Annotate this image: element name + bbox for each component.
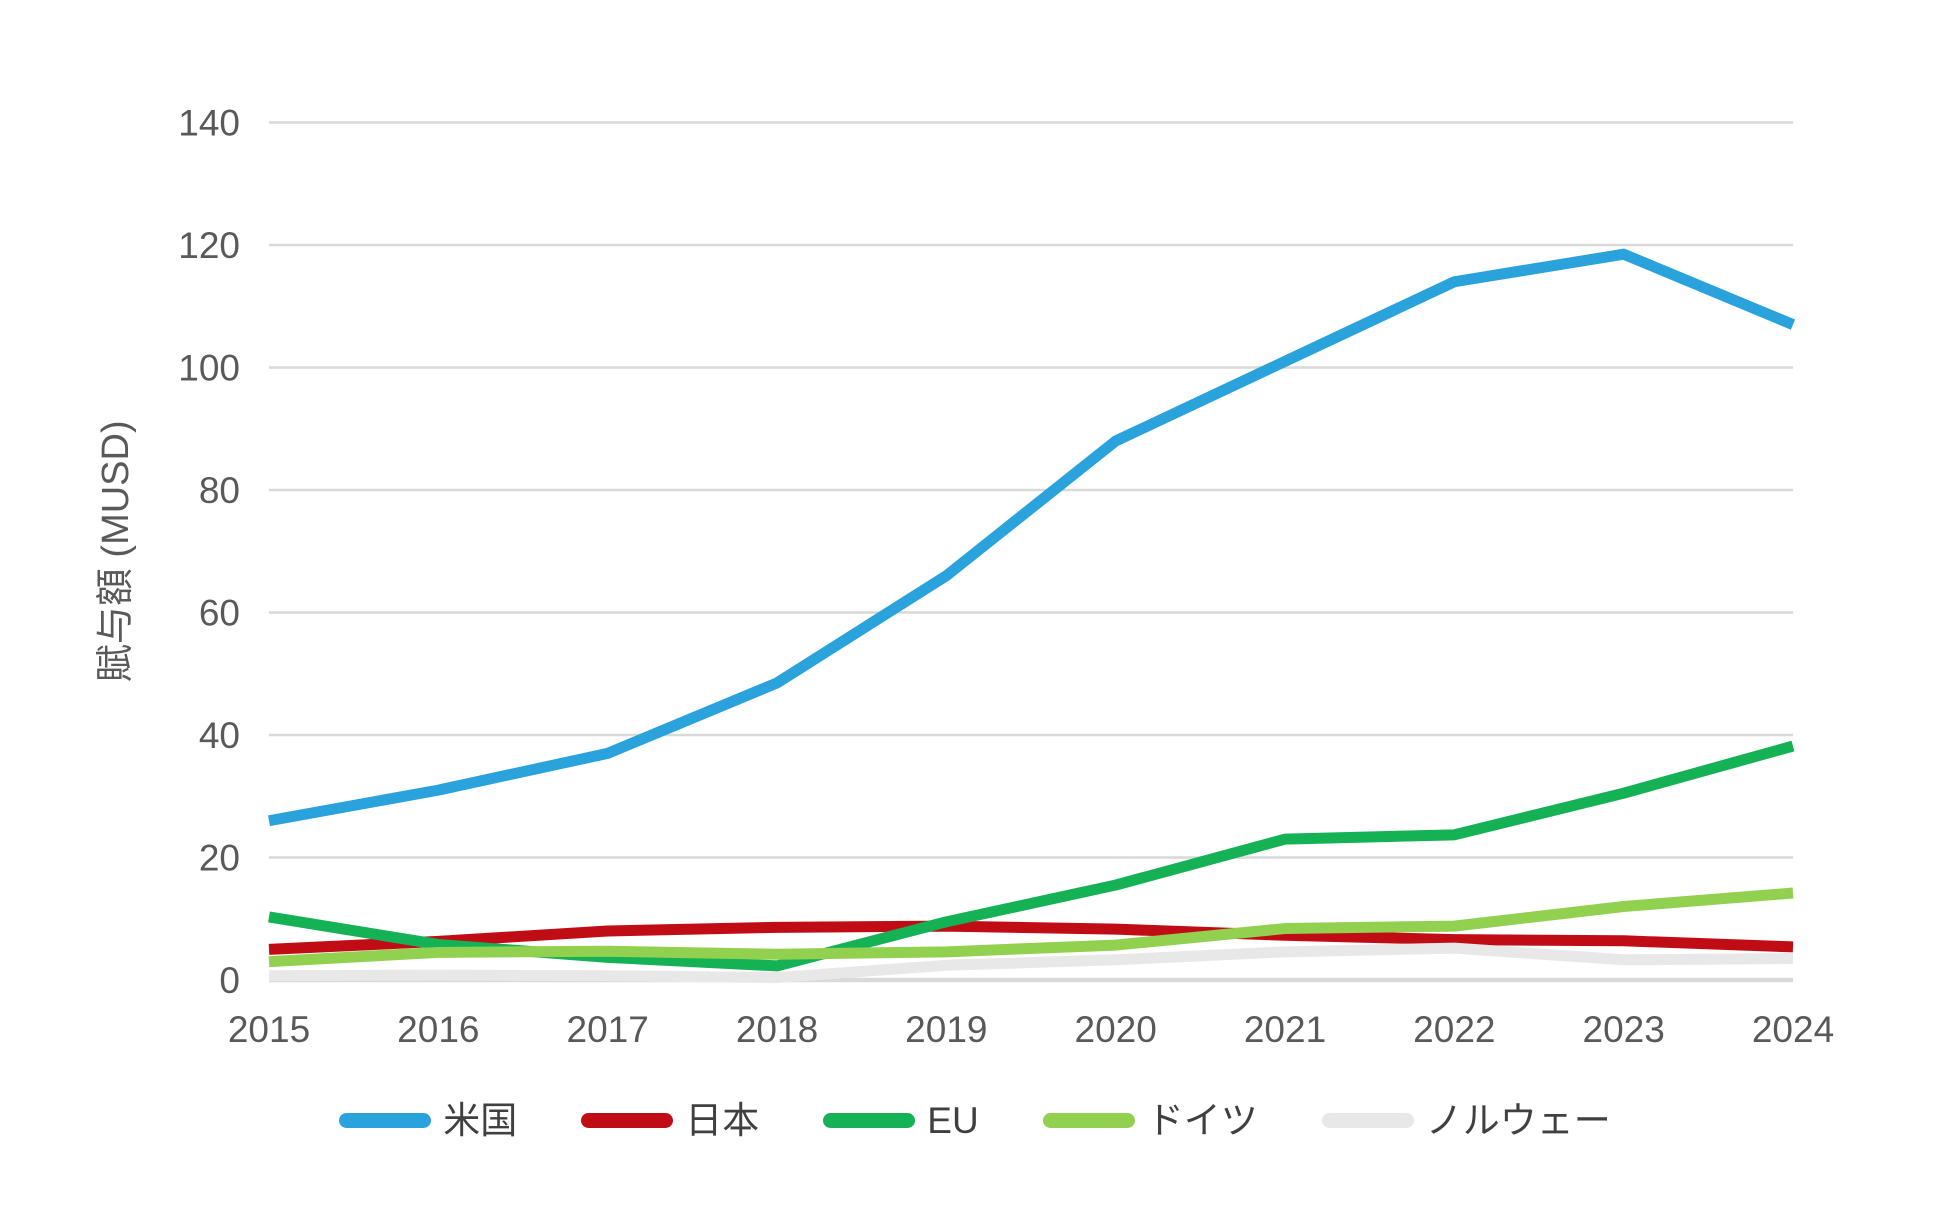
legend-label-usa: 米国 — [443, 1099, 518, 1141]
legend-swatch-norway — [1321, 1112, 1414, 1128]
x-tick-label: 2023 — [1583, 1009, 1665, 1050]
legend-item-usa: 米国 — [339, 1102, 517, 1139]
legend-label-eu: EU — [927, 1099, 979, 1141]
x-tick-label: 2019 — [905, 1009, 987, 1050]
x-tick-label: 2015 — [228, 1009, 310, 1050]
legend-swatch-germany — [1042, 1112, 1135, 1128]
y-tick-label: 80 — [199, 470, 240, 511]
x-tick-label: 2022 — [1413, 1009, 1495, 1050]
x-tick-label: 2016 — [397, 1009, 479, 1050]
series-line-germany — [268, 887, 1794, 968]
x-tick-label: 2024 — [1752, 1009, 1834, 1050]
x-tick-label: 2018 — [736, 1009, 818, 1050]
legend-label-japan: 日本 — [685, 1099, 760, 1141]
legend-item-japan: 日本 — [581, 1102, 759, 1139]
series-line-japan — [268, 920, 1794, 955]
x-tick-label: 2020 — [1075, 1009, 1157, 1050]
x-tick-label: 2017 — [567, 1009, 649, 1050]
legend-item-norway: ノルウェー — [1321, 1099, 1611, 1141]
legend-label-norway: ノルウェー — [1425, 1099, 1611, 1141]
legend-swatch-usa — [339, 1112, 432, 1128]
y-tick-label: 60 — [199, 593, 240, 634]
y-tick-label: 40 — [199, 715, 240, 756]
y-tick-label: 20 — [199, 838, 240, 879]
y-tick-label: 140 — [178, 103, 240, 144]
y-tick-label: 0 — [219, 960, 240, 1001]
legend-swatch-eu — [823, 1112, 916, 1128]
legend-item-germany: ドイツ — [1042, 1099, 1258, 1141]
legend: 米国 日本 EU ドイツ ノルウェー — [0, 1094, 1950, 1146]
series-line-usa — [268, 248, 1796, 827]
y-tick-label: 100 — [178, 348, 240, 389]
series-line-norway — [268, 942, 1794, 984]
legend-item-eu: EU — [823, 1099, 979, 1141]
y-axis-title: 賦与額 (MUSD) — [95, 420, 137, 682]
legend-swatch-japan — [581, 1112, 674, 1128]
y-tick-label: 120 — [178, 225, 240, 266]
x-tick-label: 2021 — [1244, 1009, 1326, 1050]
legend-label-germany: ドイツ — [1146, 1099, 1258, 1141]
